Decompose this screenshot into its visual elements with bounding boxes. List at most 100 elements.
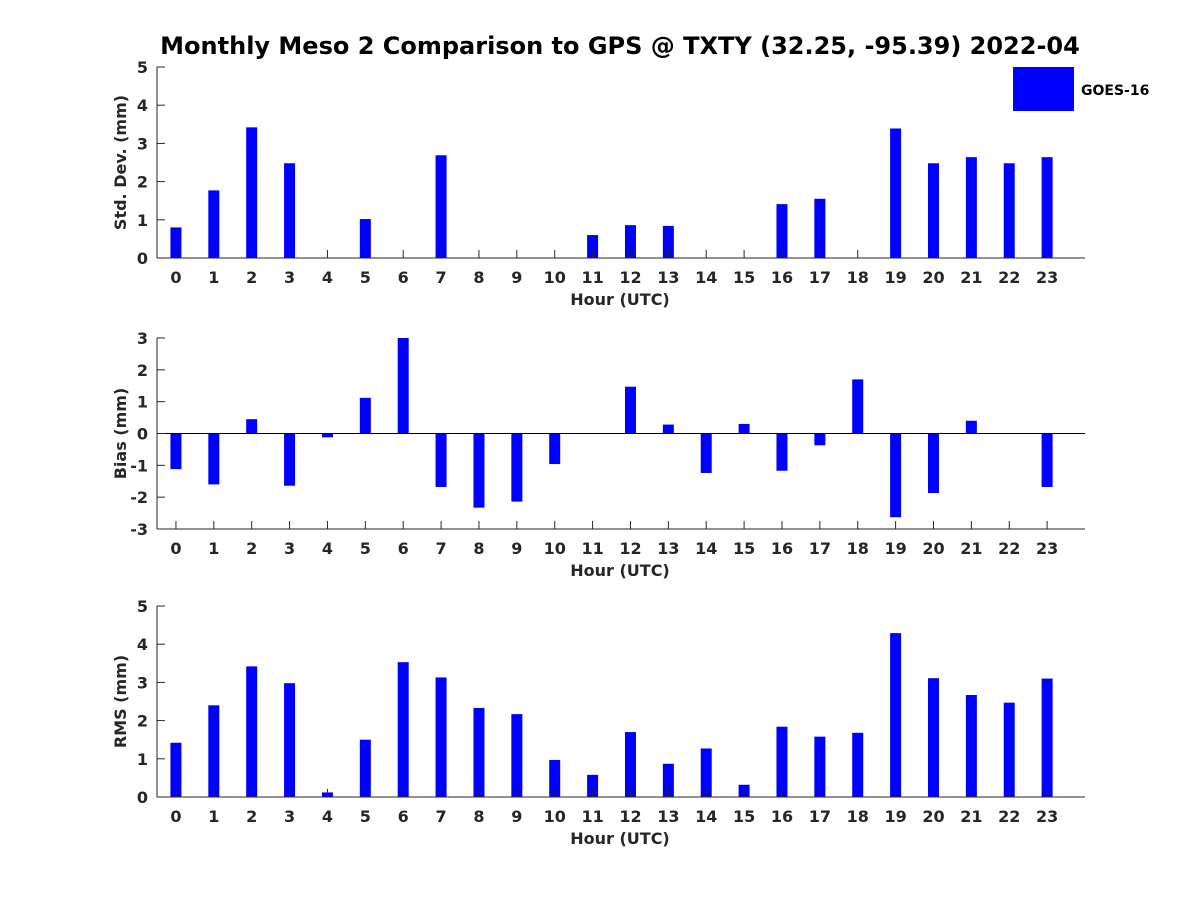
- bar-rms-hour-17: [814, 736, 826, 797]
- y-tick-label-bias: 3: [137, 329, 148, 348]
- y-tick-label-bias: -1: [130, 456, 148, 475]
- x-tick-label-bias: 6: [398, 539, 409, 558]
- bar-bias-hour-23: [1041, 433, 1053, 487]
- x-tick-label-bias: 22: [998, 539, 1020, 558]
- bar-rms-hour-10: [549, 759, 561, 797]
- x-tick-label-rms: 18: [847, 807, 869, 826]
- y-axis-label-rms: RMS (mm): [111, 655, 130, 748]
- y-tick-label-std-dev: 0: [137, 249, 148, 268]
- bar-bias-hour-10: [549, 433, 561, 465]
- x-tick-label-bias: 7: [436, 539, 447, 558]
- x-tick-label-bias: 20: [922, 539, 944, 558]
- x-tick-label-std-dev: 2: [246, 268, 257, 287]
- bar-bias-hour-15: [738, 423, 750, 434]
- bar-bias-hour-18: [852, 379, 864, 434]
- x-tick-label-bias: 3: [284, 539, 295, 558]
- y-tick-label-std-dev: 4: [137, 96, 148, 115]
- y-tick-label-rms: 3: [137, 673, 148, 692]
- x-tick-label-std-dev: 5: [360, 268, 371, 287]
- bar-std-dev-hour-1: [208, 190, 220, 258]
- bar-std-dev-hour-0: [170, 227, 182, 258]
- bar-std-dev-hour-22: [1003, 163, 1015, 258]
- bar-bias-hour-9: [511, 433, 523, 502]
- x-tick-label-rms: 23: [1036, 807, 1058, 826]
- bar-bias-hour-1: [208, 433, 220, 485]
- bar-bias-hour-13: [662, 424, 674, 434]
- x-tick-label-rms: 22: [998, 807, 1020, 826]
- bar-std-dev-hour-20: [927, 163, 939, 258]
- bar-rms-hour-8: [473, 707, 485, 797]
- x-tick-label-rms: 1: [208, 807, 219, 826]
- bar-bias-hour-16: [776, 433, 788, 471]
- x-tick-label-bias: 10: [544, 539, 566, 558]
- x-tick-label-rms: 0: [170, 807, 181, 826]
- x-tick-label-std-dev: 20: [922, 268, 944, 287]
- y-tick-label-bias: 0: [137, 425, 148, 444]
- bar-bias-hour-7: [435, 433, 447, 487]
- y-tick-label-std-dev: 3: [137, 134, 148, 153]
- y-tick-label-rms: 4: [137, 635, 148, 654]
- bar-std-dev-hour-21: [965, 157, 977, 258]
- bar-std-dev-hour-19: [890, 128, 902, 258]
- x-tick-label-bias: 17: [809, 539, 831, 558]
- x-tick-label-std-dev: 21: [960, 268, 982, 287]
- x-tick-label-bias: 9: [511, 539, 522, 558]
- x-tick-label-rms: 14: [695, 807, 717, 826]
- x-tick-label-rms: 16: [771, 807, 793, 826]
- x-tick-label-std-dev: 14: [695, 268, 717, 287]
- bar-bias-hour-12: [624, 386, 636, 434]
- x-tick-label-bias: 11: [581, 539, 603, 558]
- x-tick-label-bias: 2: [246, 539, 257, 558]
- bar-std-dev-hour-12: [624, 225, 636, 258]
- x-tick-label-bias: 13: [657, 539, 679, 558]
- x-tick-label-rms: 12: [619, 807, 641, 826]
- bar-std-dev-hour-13: [662, 225, 674, 258]
- x-tick-label-std-dev: 15: [733, 268, 755, 287]
- bar-bias-hour-20: [927, 433, 939, 494]
- bar-rms-hour-5: [359, 739, 371, 797]
- y-axis-label-bias: Bias (mm): [111, 388, 130, 480]
- bar-bias-hour-8: [473, 433, 485, 508]
- bar-std-dev-hour-23: [1041, 157, 1053, 258]
- x-tick-label-bias: 23: [1036, 539, 1058, 558]
- x-tick-label-std-dev: 23: [1036, 268, 1058, 287]
- x-tick-label-bias: 4: [322, 539, 333, 558]
- bar-std-dev-hour-3: [284, 163, 296, 258]
- bar-std-dev-hour-11: [587, 235, 599, 258]
- bar-bias-hour-19: [890, 433, 902, 518]
- bar-bias-hour-14: [700, 433, 712, 473]
- bar-std-dev-hour-16: [776, 204, 788, 258]
- bar-std-dev-hour-17: [814, 198, 826, 258]
- x-axis-label-std-dev: Hour (UTC): [570, 290, 670, 309]
- bar-rms-hour-20: [927, 678, 939, 797]
- bar-bias-hour-0: [170, 433, 182, 470]
- x-tick-label-rms: 10: [544, 807, 566, 826]
- bar-rms-hour-22: [1003, 702, 1015, 797]
- x-tick-label-bias: 1: [208, 539, 219, 558]
- x-tick-label-std-dev: 0: [170, 268, 181, 287]
- x-tick-label-std-dev: 12: [619, 268, 641, 287]
- x-tick-label-std-dev: 17: [809, 268, 831, 287]
- bar-rms-hour-2: [246, 666, 258, 797]
- bar-bias-hour-17: [814, 433, 826, 446]
- legend: GOES-16: [1013, 67, 1149, 111]
- bar-rms-hour-9: [511, 714, 523, 797]
- x-axis-label-rms: Hour (UTC): [570, 829, 670, 848]
- y-tick-label-rms: 0: [137, 788, 148, 807]
- y-tick-label-bias: -3: [130, 520, 148, 539]
- bar-rms-hour-6: [397, 662, 409, 797]
- bar-rms-hour-0: [170, 742, 182, 797]
- bar-rms-hour-21: [965, 695, 977, 797]
- bar-rms-hour-11: [587, 774, 599, 797]
- y-axis-label-std-dev: Std. Dev. (mm): [111, 95, 130, 230]
- x-tick-label-std-dev: 16: [771, 268, 793, 287]
- x-tick-label-rms: 4: [322, 807, 333, 826]
- bar-rms-hour-1: [208, 705, 220, 797]
- x-tick-label-rms: 2: [246, 807, 257, 826]
- x-tick-label-bias: 16: [771, 539, 793, 558]
- x-tick-label-rms: 5: [360, 807, 371, 826]
- bar-std-dev-hour-2: [246, 127, 258, 258]
